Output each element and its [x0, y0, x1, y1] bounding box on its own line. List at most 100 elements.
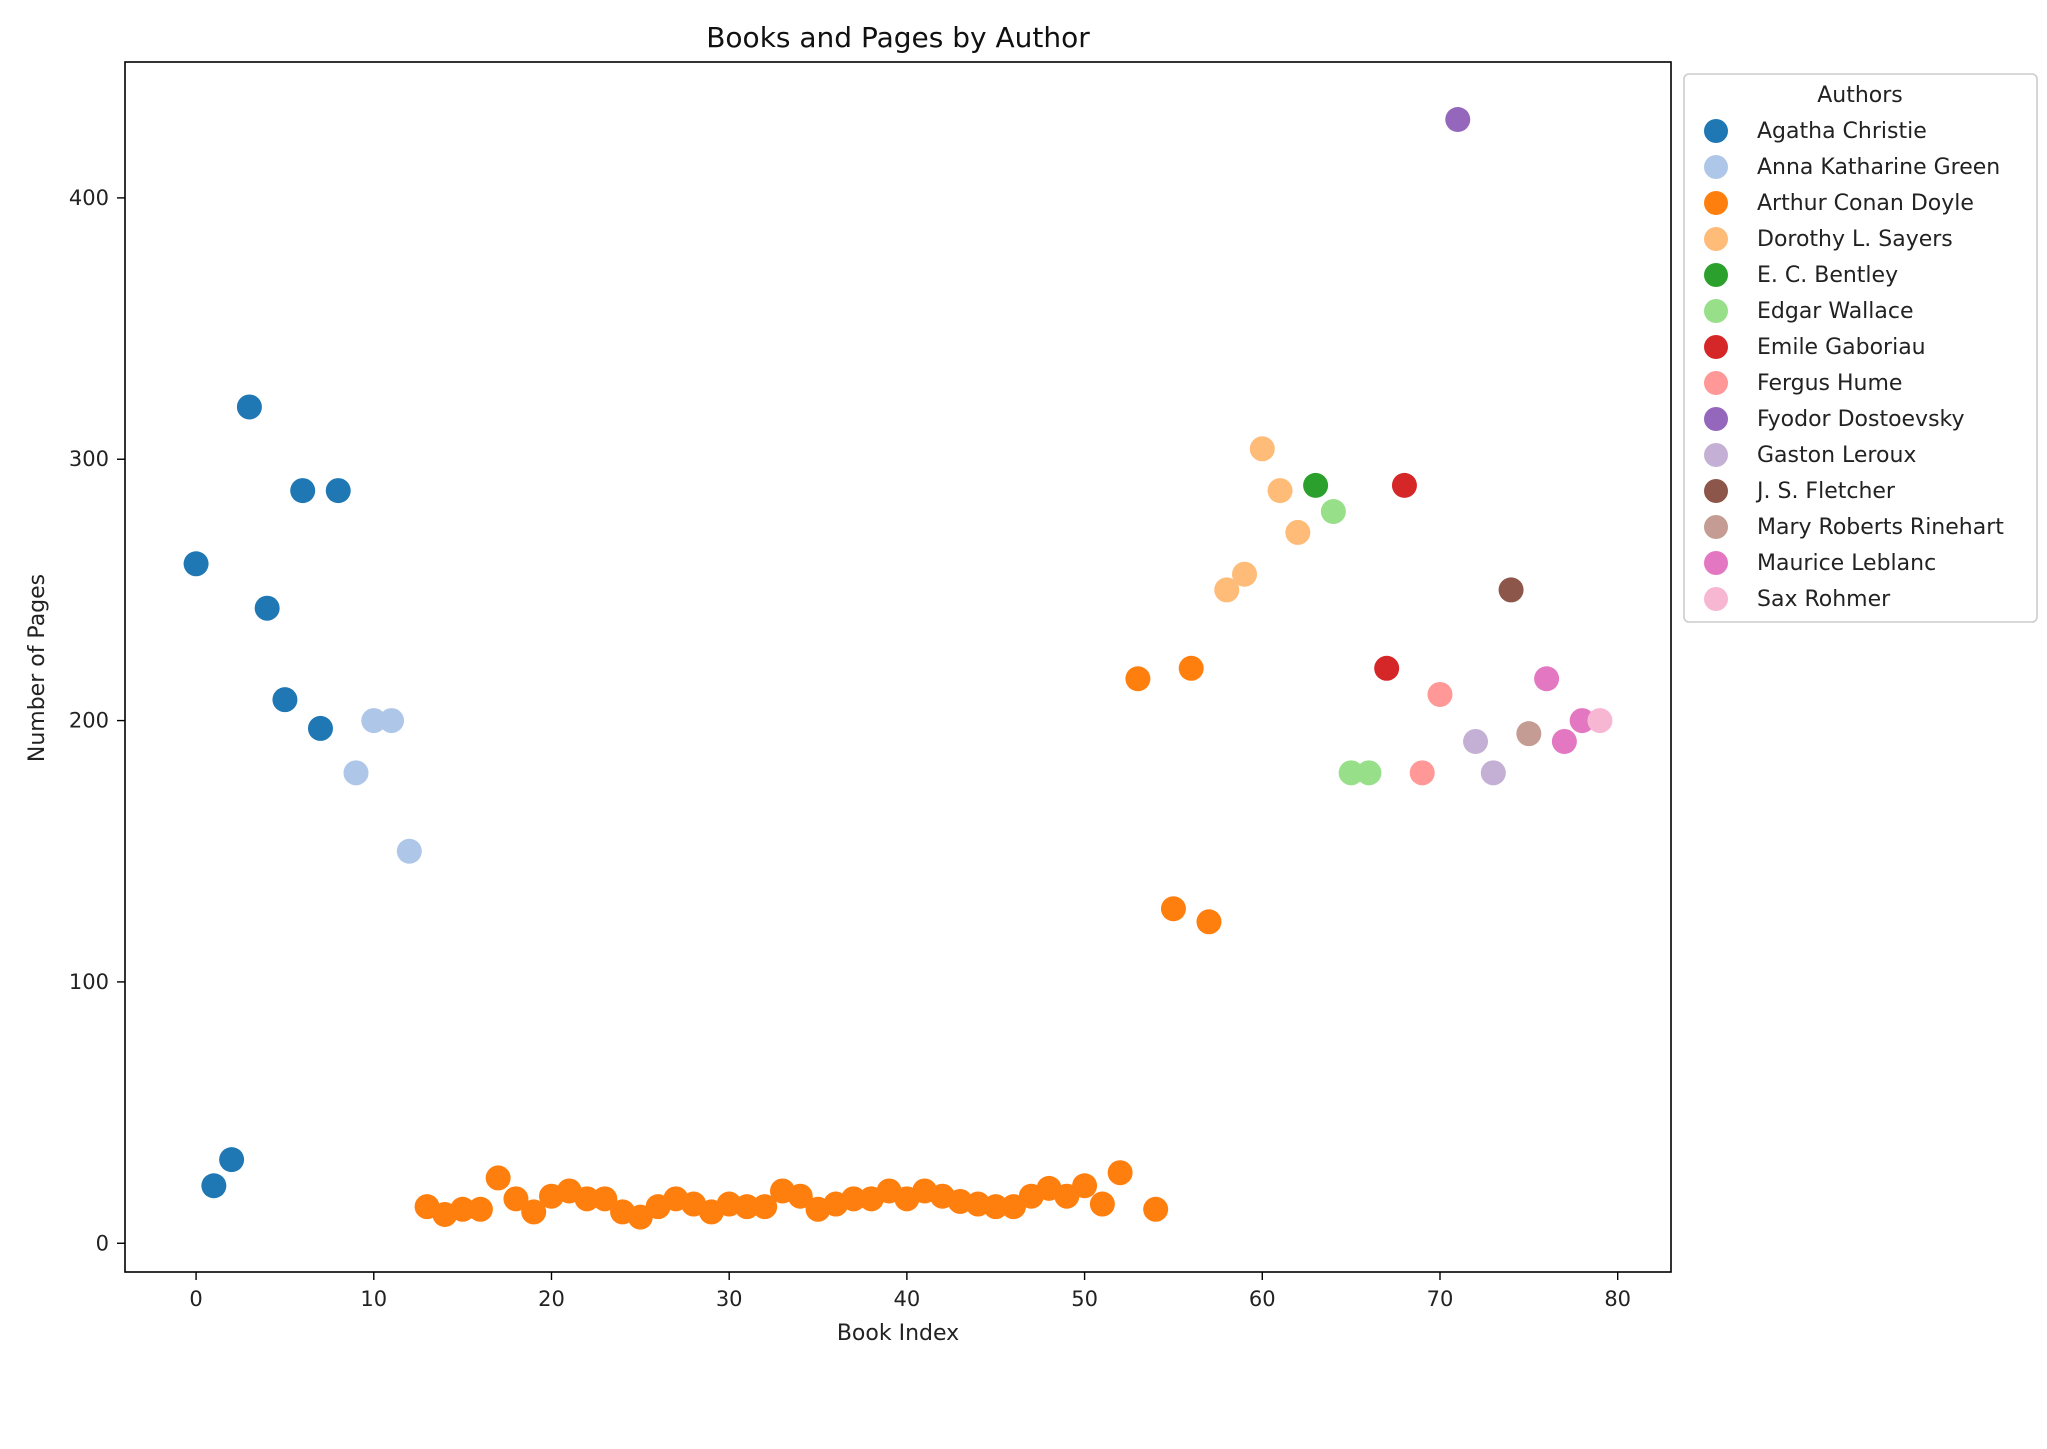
point-arthur-conan-doyle-50	[1072, 1173, 1098, 1199]
legend-marker	[1704, 515, 1728, 539]
legend-label: Gaston Leroux	[1757, 443, 1916, 468]
legend-entries: Agatha Christie Anna Katharine Green Arthu…	[1704, 119, 2004, 612]
legend-marker	[1704, 299, 1728, 323]
points-layer	[183, 106, 1613, 1230]
point-dorothy-l-sayers-62	[1285, 519, 1311, 545]
point-sax-rohmer-79	[1587, 708, 1613, 734]
legend-frame	[1683, 73, 2038, 623]
point-dorothy-l-sayers-58	[1214, 577, 1240, 603]
legend-marker	[1704, 155, 1728, 179]
legend-title: Authors	[1817, 83, 1903, 108]
legend-label: Maurice Leblanc	[1757, 551, 1936, 576]
point-dorothy-l-sayers-59	[1232, 561, 1258, 587]
legend-marker	[1704, 551, 1728, 575]
point-arthur-conan-doyle-17	[485, 1165, 511, 1191]
point-j-s-fletcher-74	[1498, 577, 1524, 603]
legend-label: Fergus Hume	[1757, 371, 1902, 396]
legend-marker	[1704, 335, 1728, 359]
legend-label: Sax Rohmer	[1757, 587, 1891, 612]
point-anna-katharine-green-9	[343, 760, 369, 786]
legend-marker	[1704, 479, 1728, 503]
legend-marker	[1704, 263, 1728, 287]
y-tick-label: 400	[69, 186, 109, 210]
point-agatha-christie-7	[307, 715, 333, 741]
legend-marker	[1704, 587, 1728, 611]
point-arthur-conan-doyle-51	[1089, 1191, 1115, 1217]
point-fergus-hume-70	[1427, 681, 1453, 707]
point-anna-katharine-green-12	[396, 838, 422, 864]
point-maurice-leblanc-77	[1551, 728, 1577, 754]
point-arthur-conan-doyle-16	[467, 1196, 493, 1222]
chart-title: Books and Pages by Author	[706, 21, 1090, 54]
point-agatha-christie-6	[290, 478, 316, 504]
point-arthur-conan-doyle-34	[787, 1183, 813, 1209]
x-tick-label: 20	[538, 1287, 565, 1311]
x-tick-label: 40	[894, 1287, 921, 1311]
legend-marker	[1704, 227, 1728, 251]
x-tick-label: 30	[716, 1287, 743, 1311]
point-arthur-conan-doyle-23	[592, 1186, 618, 1212]
point-anna-katharine-green-10	[361, 708, 387, 734]
legend-marker	[1704, 407, 1728, 431]
point-agatha-christie-0	[183, 551, 209, 577]
x-tick-label: 50	[1071, 1287, 1098, 1311]
point-fergus-hume-69	[1409, 760, 1435, 786]
x-tick-label: 70	[1427, 1287, 1454, 1311]
point-anna-katharine-green-11	[379, 708, 405, 734]
point-arthur-conan-doyle-53	[1125, 666, 1151, 692]
legend-label: Anna Katharine Green	[1757, 155, 2000, 180]
legend-marker	[1704, 119, 1728, 143]
point-edgar-wallace-66	[1356, 760, 1382, 786]
x-tick-label: 60	[1249, 1287, 1276, 1311]
x-tick-label: 80	[1604, 1287, 1631, 1311]
point-arthur-conan-doyle-52	[1107, 1160, 1133, 1186]
point-edgar-wallace-64	[1320, 499, 1346, 524]
point-dorothy-l-sayers-61	[1267, 478, 1293, 504]
point-arthur-conan-doyle-32	[752, 1194, 778, 1220]
legend-label: J. S. Fletcher	[1755, 479, 1896, 504]
legend-marker	[1704, 191, 1728, 215]
legend-label: Dorothy L. Sayers	[1757, 227, 1953, 252]
legend-label: E. C. Bentley	[1757, 263, 1898, 288]
point-dorothy-l-sayers-60	[1249, 436, 1275, 462]
legend-label: Emile Gaboriau	[1757, 335, 1926, 360]
y-tick-label: 200	[69, 709, 109, 733]
point-e-c-bentley-63	[1303, 472, 1329, 498]
point-maurice-leblanc-78	[1569, 708, 1595, 734]
point-agatha-christie-8	[325, 478, 351, 504]
point-arthur-conan-doyle-18	[503, 1186, 529, 1212]
point-emile-gaboriau-68	[1391, 472, 1417, 498]
point-agatha-christie-3	[236, 394, 262, 420]
point-arthur-conan-doyle-55	[1160, 896, 1186, 922]
legend-label: Edgar Wallace	[1757, 299, 1914, 324]
point-arthur-conan-doyle-31	[734, 1194, 760, 1220]
point-arthur-conan-doyle-19	[521, 1199, 547, 1225]
point-agatha-christie-2	[219, 1147, 245, 1173]
legend-marker	[1704, 371, 1728, 395]
point-mary-roberts-rinehart-75	[1516, 721, 1542, 747]
x-tick-label: 10	[360, 1287, 387, 1311]
point-arthur-conan-doyle-57	[1196, 909, 1222, 935]
point-arthur-conan-doyle-22	[574, 1186, 600, 1212]
point-arthur-conan-doyle-54	[1143, 1196, 1169, 1222]
point-agatha-christie-5	[272, 687, 298, 713]
plot-frame	[124, 61, 1672, 1273]
y-tick-label: 300	[69, 447, 109, 471]
legend-marker	[1704, 443, 1728, 467]
point-maurice-leblanc-76	[1534, 666, 1560, 692]
point-gaston-leroux-73	[1480, 760, 1506, 786]
point-fyodor-dostoevsky-71	[1445, 106, 1471, 132]
legend-label: Fyodor Dostoevsky	[1757, 407, 1965, 432]
point-agatha-christie-1	[201, 1173, 227, 1199]
point-edgar-wallace-65	[1338, 760, 1364, 786]
legend: Authors Agatha Christie Anna Katharine Gr…	[1683, 73, 2038, 623]
y-axis: 0 100 200 300 400	[69, 186, 125, 1255]
y-tick-label: 0	[96, 1231, 109, 1255]
point-arthur-conan-doyle-45	[983, 1194, 1009, 1220]
point-arthur-conan-doyle-37	[841, 1186, 867, 1212]
point-arthur-conan-doyle-56	[1178, 655, 1204, 681]
y-axis-label: Number of Pages	[25, 574, 50, 762]
point-agatha-christie-4	[254, 595, 280, 621]
legend-label: Agatha Christie	[1757, 119, 1927, 144]
x-tick-label: 0	[189, 1287, 202, 1311]
